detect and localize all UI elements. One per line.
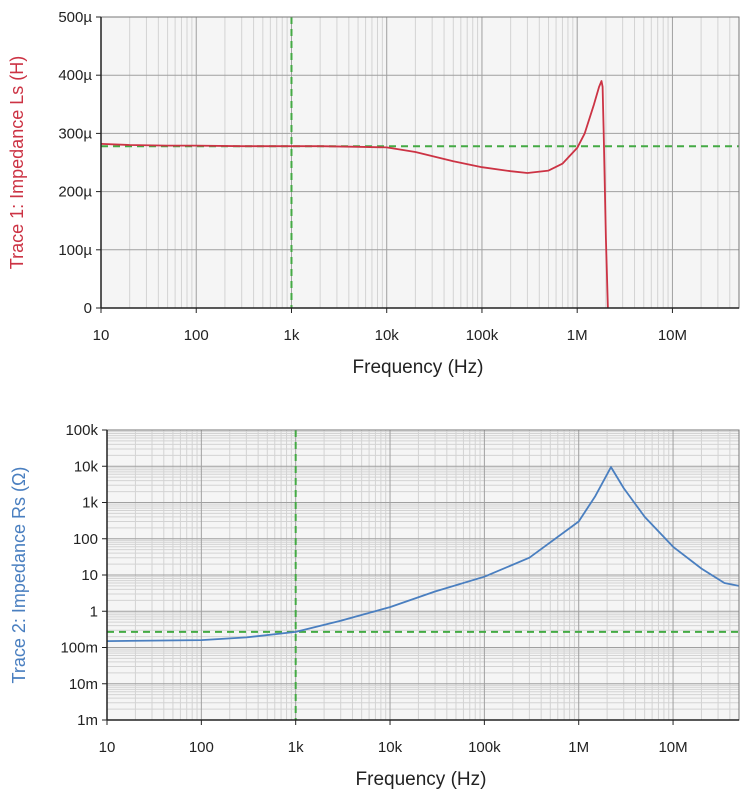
y-tick-label: 200µ bbox=[58, 184, 92, 201]
y-tick-label: 0 bbox=[84, 300, 92, 317]
x-tick-label: 10k bbox=[375, 327, 400, 344]
minor-y-grid bbox=[107, 431, 739, 710]
x-tick-label: 10k bbox=[378, 739, 403, 756]
x-tick-label: 10M bbox=[658, 739, 687, 756]
y-tick-label: 1k bbox=[82, 495, 98, 512]
y-tick-label: 100 bbox=[73, 531, 98, 548]
chart-trace1-ls: 10 100 1k 10k 100k 1M 10M 0 100µ 200µ 300µ 400µ 500µ… bbox=[7, 9, 740, 378]
y-tick-label: 500µ bbox=[58, 9, 92, 26]
y-axis-label: Trace 1: Impedance Ls (H) bbox=[7, 56, 27, 269]
y-tick-label: 10k bbox=[74, 458, 99, 475]
y-tick-label: 100k bbox=[65, 422, 98, 439]
y-tick-label: 400µ bbox=[58, 67, 92, 84]
y-tick-label: 10 bbox=[81, 567, 98, 584]
x-tick-label: 1k bbox=[284, 327, 300, 344]
x-tick-label: 10M bbox=[658, 327, 687, 344]
plot-area bbox=[101, 17, 739, 308]
y-axis-label: Trace 2: Impedance Rs (Ω) bbox=[9, 467, 29, 684]
y-tick-label: 10m bbox=[69, 676, 98, 693]
minor-x-grid bbox=[129, 17, 731, 308]
x-tick-label: 100 bbox=[184, 327, 209, 344]
x-tick-label: 1M bbox=[568, 739, 589, 756]
y-tick-label: 100m bbox=[60, 640, 98, 657]
chart-trace2-rs: 10 100 1k 10k 100k 1M 10M 1m 10m 100m 1 10 100 1k 10k 1… bbox=[9, 422, 740, 790]
y-tick-label: 300µ bbox=[58, 125, 92, 142]
x-tick-label: 100k bbox=[468, 739, 501, 756]
x-axis-label: Frequency (Hz) bbox=[356, 769, 487, 790]
x-tick-label: 10 bbox=[93, 327, 110, 344]
x-tick-label: 100k bbox=[466, 327, 499, 344]
y-tick-label: 1m bbox=[77, 712, 98, 729]
x-tick-label: 1M bbox=[567, 327, 588, 344]
x-tick-label: 100 bbox=[189, 739, 214, 756]
x-axis-label: Frequency (Hz) bbox=[353, 357, 484, 378]
series-line-0 bbox=[107, 466, 739, 642]
x-tick-label: 1k bbox=[288, 739, 304, 756]
y-tick-label: 1 bbox=[90, 603, 98, 620]
series-line-0 bbox=[101, 80, 609, 308]
x-tick-label: 10 bbox=[99, 739, 116, 756]
y-tick-label: 100µ bbox=[58, 242, 92, 259]
